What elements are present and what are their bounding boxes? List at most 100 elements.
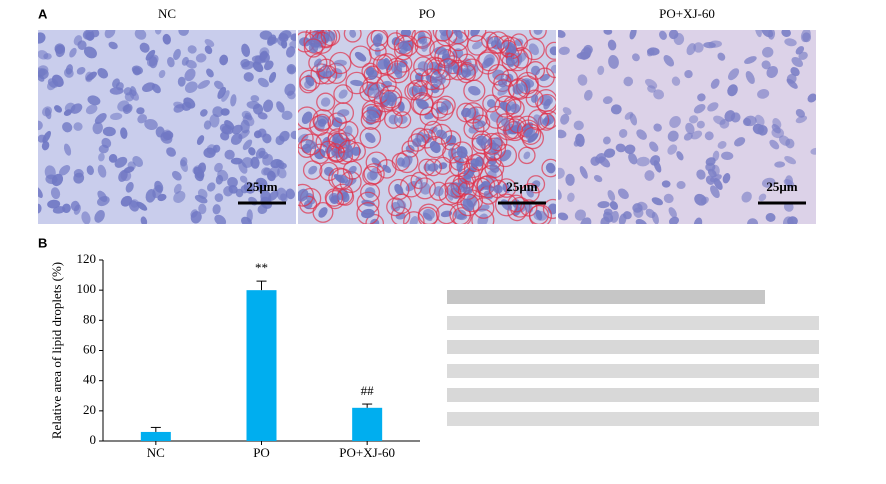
cells (38, 30, 296, 224)
nucleus (177, 76, 186, 87)
nucleus (120, 170, 132, 182)
nucleus (173, 190, 186, 204)
lipid-ring (431, 123, 453, 145)
nucleus (717, 52, 726, 61)
lipid-ring (331, 168, 353, 190)
nucleus (661, 180, 671, 188)
nucleus (456, 146, 468, 159)
nucleus (493, 184, 503, 194)
nucleus (713, 115, 726, 125)
nucleus (755, 30, 762, 38)
lipid-ring (386, 60, 410, 84)
nucleus (771, 127, 785, 139)
nucleus (440, 210, 453, 218)
nucleus (684, 69, 693, 79)
nucleus (266, 170, 276, 182)
nucleus (800, 30, 811, 43)
nucleus (108, 153, 118, 163)
lipid-ring (413, 56, 434, 77)
lipid-ring (407, 133, 427, 152)
nucleus (209, 114, 220, 128)
lipid-ring (519, 123, 542, 145)
lipid-ring (522, 38, 545, 61)
nucleus (784, 38, 797, 47)
nucleus (217, 169, 229, 182)
nucleus (301, 111, 313, 125)
nucleus (477, 120, 486, 127)
nucleus (330, 148, 340, 157)
nucleus (351, 146, 362, 156)
lipid-ring (312, 201, 334, 223)
nucleus (510, 103, 521, 114)
nucleus (345, 144, 354, 158)
nucleus (550, 64, 556, 74)
nucleus (667, 130, 679, 142)
nucleus (545, 162, 556, 174)
nucleus (217, 86, 227, 99)
lipid-ring (308, 53, 328, 73)
nucleus (54, 43, 66, 55)
nucleus (727, 84, 738, 97)
nucleus (290, 130, 296, 140)
lipid-ring (324, 188, 344, 207)
lipid-ring (482, 94, 501, 113)
lipid-ring (299, 75, 317, 94)
lipid-ring (528, 204, 549, 224)
nucleus (104, 30, 116, 39)
nucleus (132, 156, 144, 168)
nucleus (154, 30, 162, 35)
nucleus (597, 201, 610, 209)
nucleus (632, 53, 640, 62)
nucleus (565, 173, 575, 186)
nucleus (196, 135, 205, 146)
nucleus (140, 216, 148, 224)
nucleus (162, 33, 171, 45)
nucleus (481, 57, 494, 69)
nucleus (531, 180, 541, 189)
nucleus (70, 200, 80, 212)
lipid-ring (429, 69, 451, 90)
nucleus (703, 42, 716, 49)
nucleus (438, 30, 447, 37)
nucleus (653, 123, 662, 132)
nucleus (489, 163, 500, 173)
panel-label: A (38, 6, 48, 21)
nucleus (704, 131, 714, 141)
lipid-ring (326, 143, 345, 162)
nucleus (707, 168, 717, 178)
lipid-ring (501, 52, 520, 71)
nucleus (227, 177, 238, 188)
lipid-ring (303, 31, 327, 54)
nucleus (663, 55, 675, 67)
nucleus (785, 138, 795, 149)
nucleus (506, 42, 517, 55)
nucleus (659, 30, 667, 40)
nucleus (610, 104, 622, 115)
lipid-ring (410, 171, 428, 190)
lipid-ring (496, 113, 515, 132)
lipid-ring (527, 109, 550, 131)
nucleus (744, 56, 757, 64)
nucleus (337, 109, 350, 117)
nucleus (286, 90, 296, 100)
nucleus (313, 58, 322, 68)
nucleus (493, 36, 503, 49)
nucleus (388, 114, 399, 125)
nucleus (497, 85, 510, 96)
nucleus (745, 71, 755, 84)
nucleus (766, 65, 778, 78)
nucleus (76, 66, 86, 75)
nucleus (653, 89, 665, 100)
nucleus (238, 129, 250, 140)
nucleus (583, 89, 593, 101)
nucleus (597, 65, 605, 76)
nucleus (452, 30, 463, 39)
nucleus (151, 83, 161, 94)
nucleus (567, 192, 575, 202)
nucleus (320, 97, 331, 107)
nucleus (412, 137, 422, 148)
nucleus (204, 38, 215, 47)
x-tick-label: PO+XJ-60 (339, 445, 395, 460)
nucleus (263, 60, 274, 71)
lipid-ring (391, 193, 412, 214)
